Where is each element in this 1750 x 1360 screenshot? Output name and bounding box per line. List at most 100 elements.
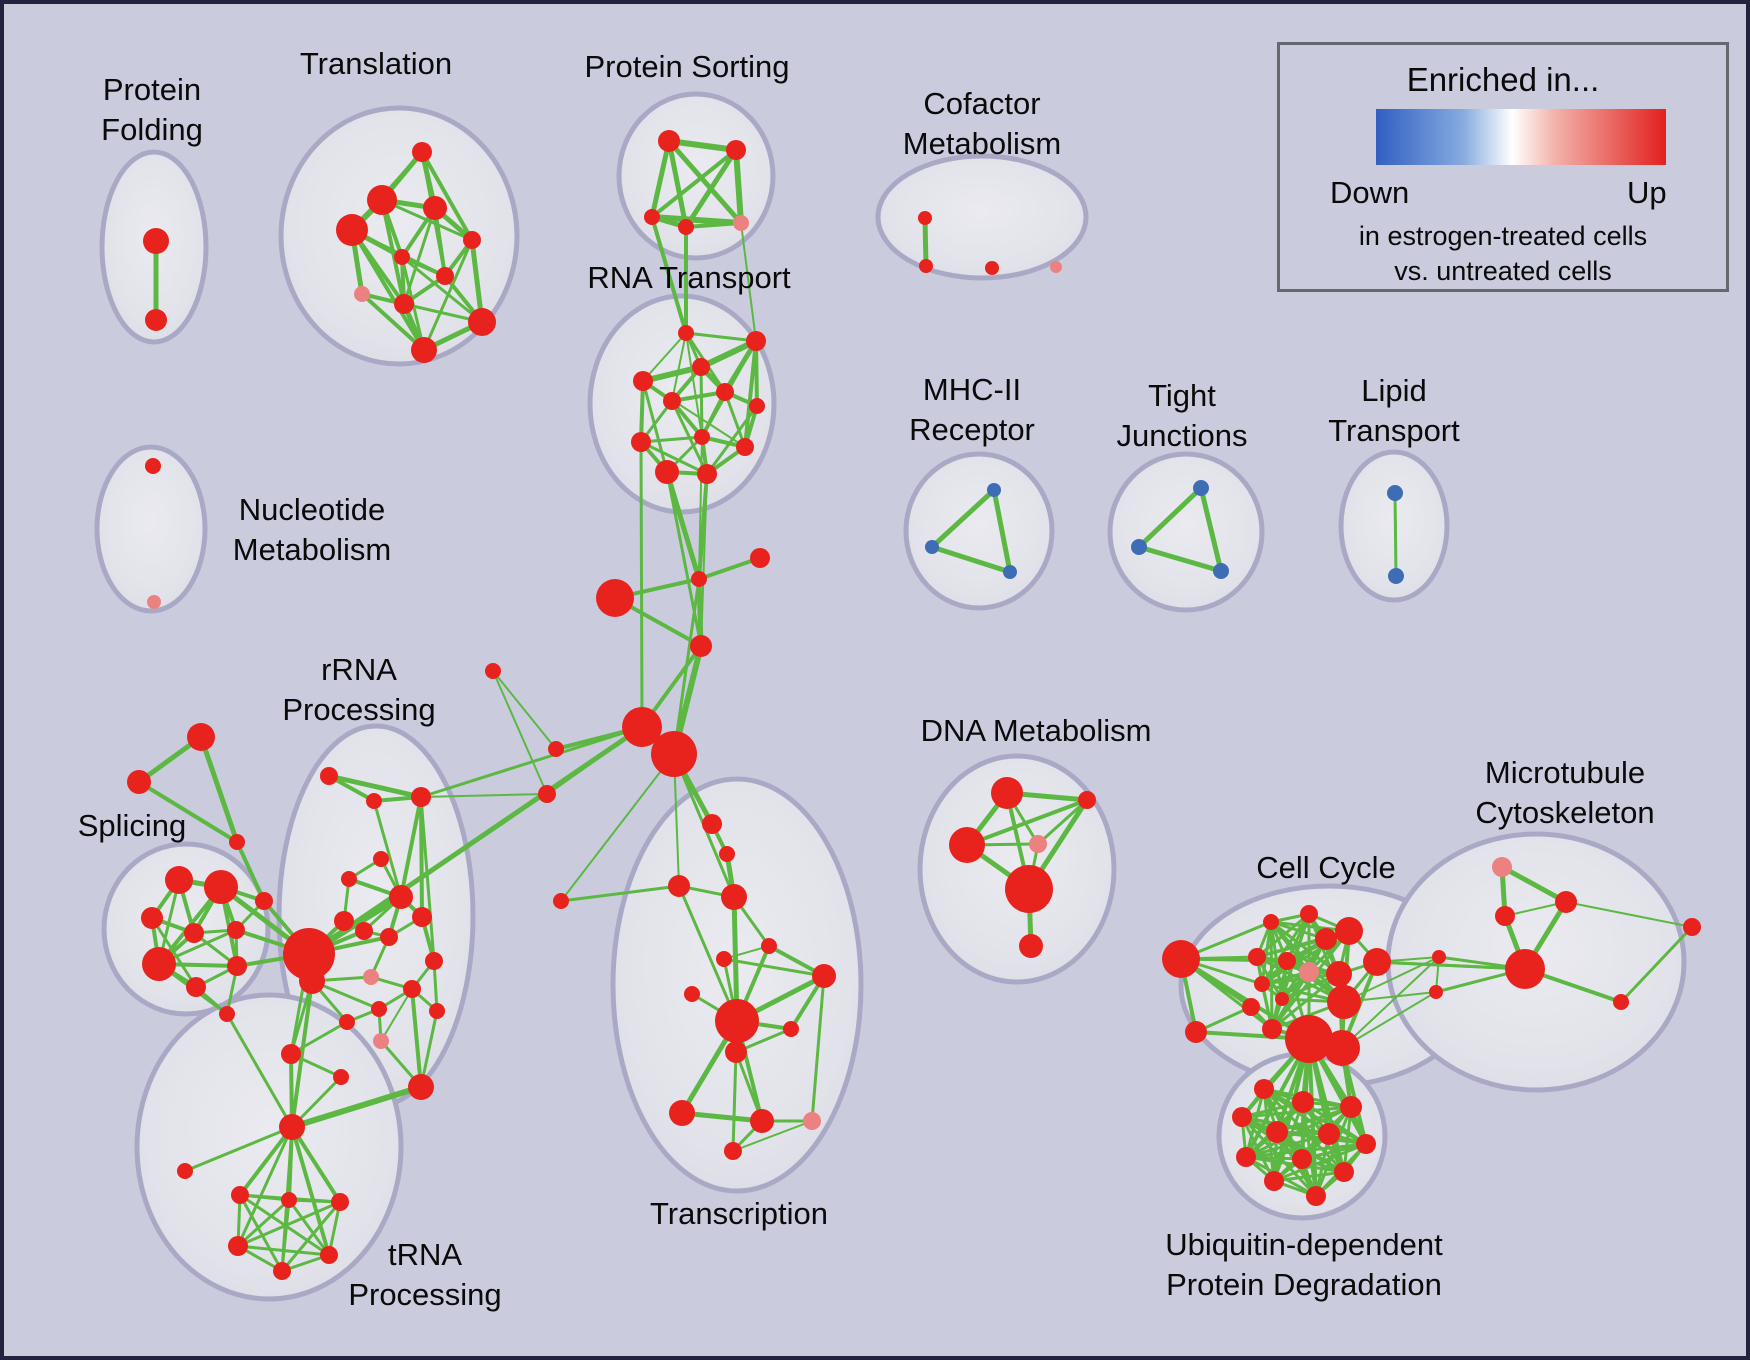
node-cy14 (1185, 1021, 1207, 1043)
legend-title: Enriched in... (1406, 61, 1600, 98)
node-rt3 (692, 358, 710, 376)
edge-rt2-rt10 (743, 339, 758, 449)
node-cy1 (1263, 914, 1279, 930)
cluster-ellipse-nucleotide-metabolism (94, 444, 208, 614)
node-cyr1 (1363, 948, 1391, 976)
node-ub7 (1356, 1134, 1376, 1154)
node-tn3 (331, 1193, 349, 1211)
edge-rt1-rt5 (671, 332, 687, 402)
node-rr7 (355, 922, 373, 940)
node-ub1 (1254, 1079, 1274, 1099)
node-m3 (1003, 565, 1017, 579)
edge-rt9-c1 (698, 436, 703, 580)
node-t1 (412, 142, 432, 162)
legend-down-label: Down (1330, 175, 1410, 210)
edge-rt1-rt9 (685, 332, 703, 438)
edge-rt6-rt10 (723, 390, 747, 449)
edge-tr3-tr9 (677, 884, 739, 1023)
node-tn1 (231, 1186, 249, 1204)
node-t7 (436, 267, 454, 285)
edge-hubT-tn5 (290, 1125, 331, 1257)
edge-rt4-rt8 (639, 379, 645, 444)
edge-tn1-tn6 (238, 1193, 284, 1273)
edge-m2-m3 (929, 544, 1013, 575)
edge-tr7-tr14 (810, 974, 826, 1123)
edge-rt8-H1 (639, 440, 644, 729)
edge-cy1-cy8 (1269, 920, 1341, 976)
node-tr4 (721, 884, 747, 910)
node-mt3 (1495, 906, 1515, 926)
cluster-ellipse-translation (278, 105, 520, 367)
node-cy2 (1300, 905, 1318, 923)
node-rr3 (411, 787, 431, 807)
node-tr15 (724, 1142, 742, 1160)
node-sp7 (142, 947, 176, 981)
edge-ps2-ps4 (683, 147, 739, 230)
edge-rt7-rt12 (705, 404, 759, 476)
node-rr9 (412, 907, 432, 927)
node-ft2 (127, 770, 151, 794)
node-tr12 (669, 1100, 695, 1126)
node-rr14 (339, 1014, 355, 1030)
cluster-label-translation: Translation (300, 46, 452, 81)
edge-ps3-rt1 (650, 215, 688, 335)
edge-tj1-tj2 (1136, 485, 1204, 550)
node-tr9 (715, 999, 759, 1043)
node-tr6 (716, 951, 732, 967)
node-tr13 (750, 1109, 774, 1133)
edge-ft1-ft3 (198, 734, 240, 845)
edge-ps2-ps3 (650, 148, 738, 219)
legend-subtitle-line2: vs. untreated cells (1394, 256, 1612, 286)
cluster-label-rrna-processing-line2: Processing (282, 692, 435, 727)
network-canvas: Protein Folding Translation Protein Sorting… (78, 46, 1701, 1312)
node-rr5 (341, 871, 357, 887)
node-cy9 (1254, 976, 1270, 992)
node-cm2 (919, 259, 933, 273)
node-rt8 (631, 432, 651, 452)
edge-ft3-sp4 (235, 840, 266, 903)
node-mt1 (1492, 857, 1512, 877)
edge-rr3-rr16 (419, 795, 436, 963)
cluster-label-protein-folding-line2: Folding (101, 112, 203, 147)
node-rr17 (429, 1003, 445, 1019)
node-ft3 (229, 834, 245, 850)
node-m2 (925, 540, 939, 554)
node-sp9 (227, 956, 247, 976)
node-tr7 (812, 964, 836, 988)
node-CYH1 (1285, 1015, 1333, 1063)
node-c4 (690, 635, 712, 657)
node-ps4 (678, 219, 694, 235)
node-mt4 (1505, 949, 1545, 989)
edge-rt8-rt12 (639, 440, 709, 476)
cluster-ellipse-protein-sorting (616, 91, 776, 261)
edge-mt4-cyr1 (1375, 960, 1527, 971)
node-tr5 (761, 938, 777, 954)
node-rr15 (373, 1033, 389, 1049)
node-cc4 (485, 663, 501, 679)
edge-t1-t5 (420, 150, 474, 242)
node-tj1 (1193, 480, 1209, 496)
node-ps2 (726, 140, 746, 160)
edge-ub7-ub11 (1272, 1142, 1368, 1183)
node-rt9 (694, 429, 710, 445)
node-c1 (691, 571, 707, 587)
edge-ps1-ps5 (666, 138, 744, 226)
edge-tn3-tn4 (236, 1200, 342, 1248)
node-ub2 (1292, 1091, 1314, 1113)
edge-tn3-tn5 (327, 1200, 342, 1257)
edge-rt1-rt2 (684, 331, 758, 343)
node-cm3 (985, 261, 999, 275)
cluster-label-splicing: Splicing (78, 808, 187, 843)
edge-tn2-tn5 (287, 1198, 331, 1257)
edge-c1-H2 (672, 577, 701, 756)
edge-ft2-ft3 (137, 780, 239, 844)
edge-rt4-rt11 (641, 379, 669, 474)
edge-HUB2-hubT (290, 979, 314, 1129)
node-sp3 (141, 907, 163, 929)
node-cy12 (1262, 1019, 1282, 1039)
cluster-ellipse-mhc-ii-receptor (903, 451, 1055, 611)
node-rt2 (746, 331, 766, 351)
node-ps3 (644, 209, 660, 225)
node-cy10 (1275, 992, 1289, 1006)
node-tn2 (281, 1192, 297, 1208)
